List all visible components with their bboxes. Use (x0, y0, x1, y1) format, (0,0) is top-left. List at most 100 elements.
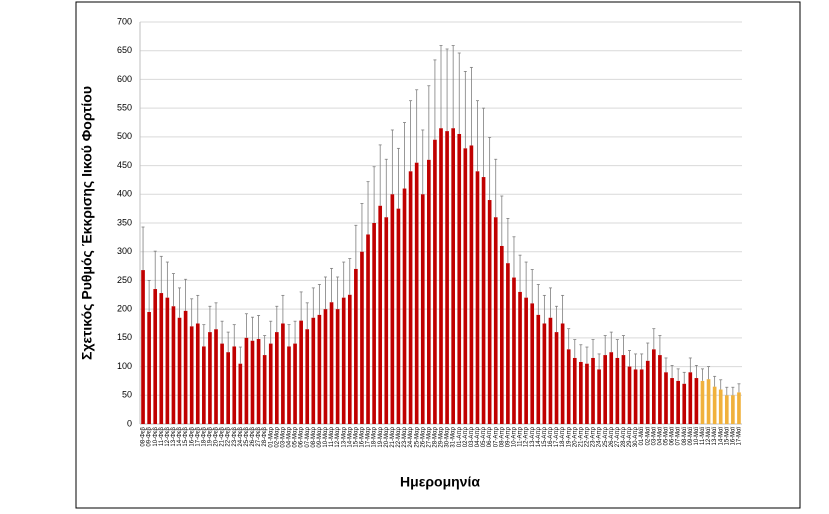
x-axis-label: Ημερομηνία (400, 474, 480, 490)
x-tick-label: 18-Απρ (560, 426, 566, 447)
x-tick-label: 23-Απρ (591, 426, 597, 447)
x-tick-label: 17-Μαρ (366, 426, 372, 447)
y-tick-label: 600 (117, 74, 132, 84)
x-tick-label: 19-Φεβ (208, 426, 214, 446)
bar (214, 329, 218, 424)
x-tick-label: 06-Απρ (487, 426, 493, 447)
y-tick-label: 350 (117, 217, 132, 227)
x-tick-label: 14-Μαρ (347, 426, 353, 447)
bar (585, 363, 589, 424)
x-tick-label: 21-Μαρ (390, 426, 396, 447)
bar (591, 357, 595, 424)
x-tick-label: 22-Μαρ (396, 426, 402, 447)
bar (372, 223, 376, 424)
x-tick-label: 05-Μαϊ (664, 426, 670, 445)
x-tick-label: 22-Φεβ (226, 426, 232, 446)
x-tick-label: 11-Μαρ (329, 426, 335, 447)
y-tick-label: 150 (117, 332, 132, 342)
y-tick-label: 650 (117, 45, 132, 55)
x-tick-label: 26-Μαρ (420, 426, 426, 447)
bar (530, 303, 535, 424)
bar (670, 378, 674, 424)
x-tick-label: 27-Μαρ (426, 426, 432, 447)
x-tick-label: 06-Μαρ (299, 426, 305, 447)
x-tick-label: 24-Απρ (597, 426, 603, 447)
bar (548, 317, 553, 424)
bar (226, 352, 230, 424)
bar (433, 139, 437, 424)
bar (305, 329, 310, 424)
x-tick-label: 18-Μαρ (372, 426, 378, 447)
bar (287, 346, 291, 424)
x-tick-label: 22-Απρ (585, 426, 591, 447)
bar (724, 395, 729, 424)
x-tick-label: 29-Μαρ (439, 426, 445, 447)
x-tick-label: 19-Απρ (566, 426, 572, 447)
bar (718, 389, 723, 424)
y-tick-label: 200 (117, 304, 132, 314)
x-tick-label: 30-Μαρ (445, 426, 451, 447)
bar (493, 217, 498, 424)
x-tick-label: 20-Φεβ (214, 426, 220, 446)
bar (664, 372, 668, 424)
bar (536, 314, 541, 424)
bar (475, 171, 480, 424)
bar (256, 339, 261, 424)
bar (487, 200, 492, 424)
bar (560, 323, 565, 424)
x-tick-label: 21-Φεβ (220, 426, 226, 446)
bar (542, 323, 547, 424)
x-tick-label: 23-Φεβ (232, 426, 238, 446)
y-tick-label: 700 (117, 16, 132, 26)
bar (414, 162, 419, 424)
y-axis-label: Σχετικός Ρυθμός Έκκρισης Ιικού Φορτίου (79, 86, 95, 360)
bar (408, 171, 413, 424)
bar (603, 355, 608, 424)
bar (165, 297, 170, 424)
x-tick-label: 07-Μαϊ (676, 426, 682, 445)
bar (676, 380, 680, 424)
x-tick-label: 03-Απρ (469, 426, 475, 447)
x-tick-label: 02-Μαϊ (645, 426, 651, 445)
x-tick-label: 13-Απρ (530, 426, 536, 447)
bar (609, 352, 614, 424)
bar (268, 343, 273, 424)
x-tick-label: 08-Μαρ (311, 426, 317, 447)
x-tick-label: 09-Μαϊ (688, 426, 694, 445)
x-tick-label: 16-Φεβ (189, 426, 195, 446)
bar (329, 302, 334, 424)
bar (469, 145, 474, 424)
x-tick-label: 08-Φεβ (141, 426, 147, 446)
x-tick-label: 10-Απρ (512, 426, 518, 447)
y-tick-label: 450 (117, 160, 132, 170)
bar (274, 332, 279, 424)
bar (177, 317, 182, 424)
x-tick-label: 30-Απρ (633, 426, 639, 447)
bar (299, 320, 303, 424)
bar (293, 343, 297, 424)
bar (445, 131, 449, 424)
bar (341, 297, 346, 424)
x-tick-label: 29-Απρ (627, 426, 633, 447)
bar (220, 343, 224, 424)
bar (244, 337, 249, 424)
bar (262, 355, 267, 424)
x-tick-label: 01-Μαϊ (639, 426, 645, 445)
bar (554, 332, 559, 424)
x-tick-label: 08-Απρ (499, 426, 505, 447)
bar (682, 383, 687, 424)
x-tick-label: 06-Μαϊ (670, 426, 676, 445)
bar (633, 369, 638, 424)
bar (189, 326, 194, 424)
bar (512, 277, 516, 424)
y-tick-label: 50 (122, 390, 132, 400)
x-tick-label: 17-Φεβ (195, 426, 201, 446)
x-tick-label: 13-Φεβ (171, 426, 177, 446)
x-tick-label: 09-Φεβ (147, 426, 153, 446)
x-tick-label: 07-Μαρ (305, 426, 311, 447)
x-tick-label: 04-Μαρ (287, 426, 293, 447)
bar (159, 293, 164, 424)
y-tick-label: 500 (117, 131, 132, 141)
bar (481, 177, 486, 424)
